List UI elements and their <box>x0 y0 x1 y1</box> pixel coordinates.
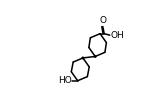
Circle shape <box>82 57 84 59</box>
Circle shape <box>95 56 96 57</box>
Text: O: O <box>99 16 106 25</box>
Text: HO: HO <box>58 76 71 85</box>
Text: OH: OH <box>111 31 124 40</box>
